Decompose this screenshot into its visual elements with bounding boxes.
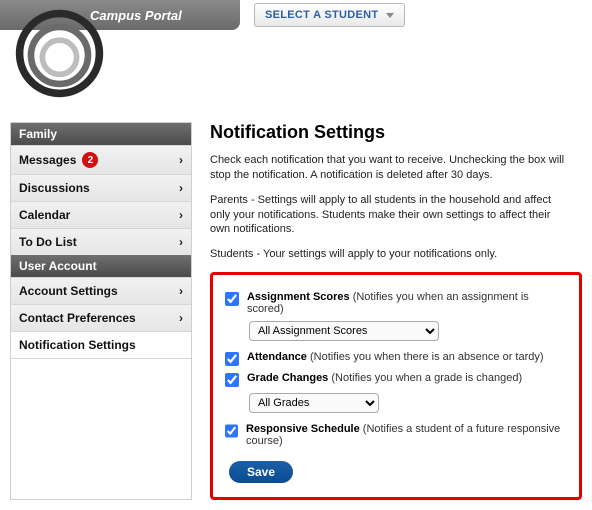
option-hint: (Notifies you when there is an absence o… <box>310 351 544 363</box>
chevron-down-icon <box>386 13 394 18</box>
select-student-button[interactable]: SELECT A STUDENT <box>254 3 405 27</box>
chevron-right-icon: › <box>179 284 183 298</box>
sidebar-item-label: Discussions <box>19 181 90 195</box>
description-3: Students - Your settings will apply to y… <box>210 247 570 262</box>
sidebar-item-label: To Do List <box>19 235 77 249</box>
description-1: Check each notification that you want to… <box>210 153 570 183</box>
sidebar-header-family: Family <box>11 123 191 145</box>
sidebar-item-label: Notification Settings <box>19 338 136 352</box>
highlighted-options-box: Assignment Scores (Notifies you when an … <box>210 272 582 500</box>
top-bar: Campus Portal SELECT A STUDENT <box>0 0 592 30</box>
sidebar-item-contact-preferences[interactable]: Contact Preferences › <box>11 304 191 331</box>
sidebar-item-messages[interactable]: Messages 2 › <box>11 145 191 174</box>
page-title: Notification Settings <box>210 122 582 143</box>
chevron-right-icon: › <box>179 208 183 222</box>
option-assignment-scores: Assignment Scores (Notifies you when an … <box>225 291 567 315</box>
sidebar-item-account-settings[interactable]: Account Settings › <box>11 277 191 304</box>
option-label: Responsive Schedule <box>246 423 360 435</box>
responsive-schedule-checkbox[interactable] <box>225 424 238 438</box>
option-hint: (Notifies you when a grade is changed) <box>331 372 522 384</box>
sidebar-header-user-account: User Account <box>11 255 191 277</box>
sidebar: Family Messages 2 › Discussions › Calend… <box>10 122 192 500</box>
option-label: Grade Changes <box>247 372 328 384</box>
option-label: Attendance <box>247 351 307 363</box>
grade-changes-select[interactable]: All Grades <box>249 393 379 413</box>
sidebar-item-label: Contact Preferences <box>19 311 136 325</box>
sidebar-item-label: Account Settings <box>19 284 118 298</box>
option-grade-changes: Grade Changes (Notifies you when a grade… <box>225 372 567 387</box>
chevron-right-icon: › <box>179 235 183 249</box>
spiral-logo-icon <box>12 6 107 101</box>
chevron-right-icon: › <box>179 153 183 167</box>
sidebar-item-notification-settings[interactable]: Notification Settings <box>11 331 191 358</box>
sidebar-item-calendar[interactable]: Calendar › <box>11 201 191 228</box>
grade-changes-checkbox[interactable] <box>225 373 239 387</box>
description-2: Parents - Settings will apply to all stu… <box>210 193 570 238</box>
assignment-scores-select[interactable]: All Assignment Scores <box>249 321 439 341</box>
select-student-label: SELECT A STUDENT <box>265 9 378 21</box>
sidebar-item-label: Calendar <box>19 208 70 222</box>
chevron-right-icon: › <box>179 181 183 195</box>
messages-badge: 2 <box>82 152 98 168</box>
option-label: Assignment Scores <box>247 291 350 303</box>
option-attendance: Attendance (Notifies you when there is a… <box>225 351 567 366</box>
chevron-right-icon: › <box>179 311 183 325</box>
save-button[interactable]: Save <box>229 461 293 483</box>
attendance-checkbox[interactable] <box>225 352 239 366</box>
brand-bar: Campus Portal <box>0 0 240 30</box>
assignment-scores-checkbox[interactable] <box>225 292 239 306</box>
sidebar-item-discussions[interactable]: Discussions › <box>11 174 191 201</box>
sidebar-item-label: Messages <box>19 153 76 167</box>
sidebar-item-todo[interactable]: To Do List › <box>11 228 191 255</box>
main-content: Notification Settings Check each notific… <box>210 122 582 500</box>
option-responsive-schedule: Responsive Schedule (Notifies a student … <box>225 423 567 447</box>
sidebar-spacer <box>11 358 191 392</box>
